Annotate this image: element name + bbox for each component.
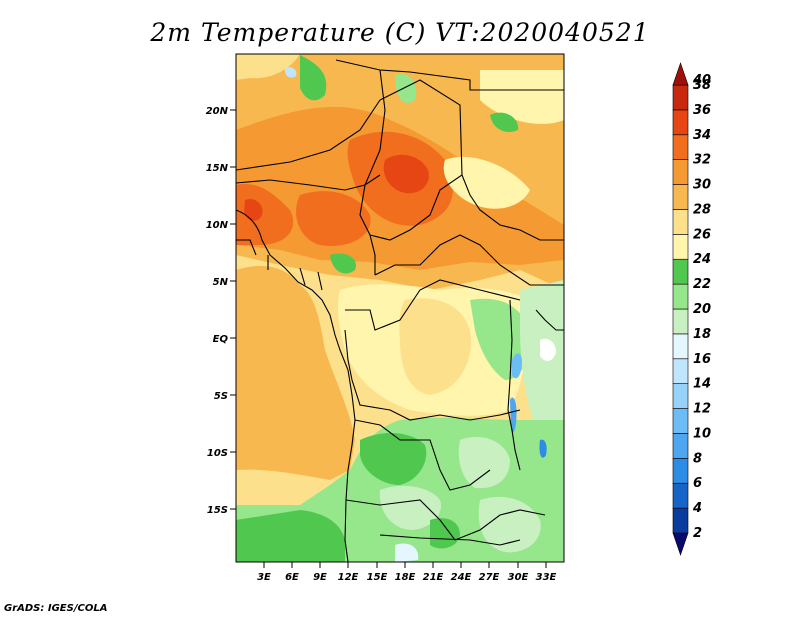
colorbar-segment-8	[672, 458, 689, 484]
colorbar-label-32: 32	[693, 153, 711, 168]
colorbar-segment-2	[672, 532, 689, 556]
colorbar-segment-4	[672, 507, 689, 534]
colorbar-segments	[672, 62, 689, 556]
colorbar-segment-14	[672, 383, 689, 409]
lat-label-10n: 10N	[206, 220, 229, 231]
colorbar-segment-38	[672, 84, 689, 111]
colorbar-label-8: 8	[693, 451, 702, 466]
colorbar-label-38: 38	[693, 78, 711, 93]
colorbar-segment-10	[672, 433, 689, 459]
lon-label-9e: 9E	[313, 572, 327, 583]
colorbar-label-30: 30	[693, 178, 711, 193]
colorbar-segment-30	[672, 184, 689, 210]
colorbar-label-26: 26	[693, 227, 711, 242]
lon-label-3e: 3E	[257, 572, 271, 583]
colorbar-segment-36	[672, 109, 689, 136]
lat-label-eq: EQ	[213, 334, 229, 345]
lon-label-30e: 30E	[508, 572, 529, 583]
colorbar-segment-18	[672, 333, 689, 360]
colorbar-label-14: 14	[693, 377, 711, 392]
colorbar-segment-32	[672, 159, 689, 185]
colorbar-segment-12	[672, 408, 689, 434]
colorbar-segment-28	[672, 209, 689, 235]
colorbar-label-2: 2	[693, 526, 702, 541]
lat-label-5n: 5N	[213, 277, 229, 288]
lon-label-18e: 18E	[395, 572, 416, 583]
colorbar-label-12: 12	[693, 402, 711, 417]
lat-label-10s: 10S	[207, 448, 228, 459]
colorbar-label-34: 34	[693, 128, 711, 143]
lon-axis: 3E 6E 9E 12E 15E 18E 21E 24E 27E 30E 33E	[257, 562, 557, 583]
colorbar-label-22: 22	[693, 277, 711, 292]
lon-label-12e: 12E	[338, 572, 359, 583]
lon-label-15e: 15E	[367, 572, 388, 583]
colorbar-segment-22	[672, 283, 689, 310]
temperature-field	[236, 54, 564, 562]
colorbar-label-36: 36	[693, 103, 711, 118]
colorbar-label-20: 20	[693, 302, 711, 317]
colorbar-segment-24	[672, 258, 689, 285]
colorbar-segment-26	[672, 234, 689, 260]
colorbar-segment-16	[672, 358, 689, 384]
chart-title: 2m Temperature (C) VT:2020040521	[150, 18, 650, 47]
colorbar-label-4: 4	[692, 501, 702, 516]
colorbar-label-18: 18	[693, 327, 711, 342]
colorbar-label-28: 28	[693, 202, 711, 217]
lon-label-21e: 21E	[423, 572, 444, 583]
colorbar-segment-34	[672, 134, 689, 160]
lat-label-15n: 15N	[206, 163, 229, 174]
lon-label-27e: 27E	[479, 572, 500, 583]
lat-label-5s: 5S	[214, 391, 228, 402]
grads-credit: GrADS: IGES/COLA	[4, 603, 108, 614]
lat-label-20n: 20N	[206, 106, 229, 117]
lon-label-6e: 6E	[285, 572, 299, 583]
colorbar-label-16: 16	[693, 352, 711, 367]
lat-label-15s: 15S	[207, 505, 228, 516]
lon-label-24e: 24E	[451, 572, 472, 583]
country-borders	[236, 59, 564, 562]
colorbar-label-40: 40	[692, 73, 711, 88]
colorbar-segment-6	[672, 482, 689, 509]
colorbar-segment-40	[672, 62, 689, 86]
colorbar-label-10: 10	[693, 426, 711, 441]
lat-axis: 20N 15N 10N 5N EQ 5S 10S 15S	[206, 106, 236, 516]
map-frame	[235, 53, 565, 563]
colorbar-label-6: 6	[693, 476, 702, 491]
colorbar-segment-20	[672, 308, 689, 335]
colorbar-label-24: 24	[693, 252, 711, 267]
lon-label-33e: 33E	[536, 572, 557, 583]
